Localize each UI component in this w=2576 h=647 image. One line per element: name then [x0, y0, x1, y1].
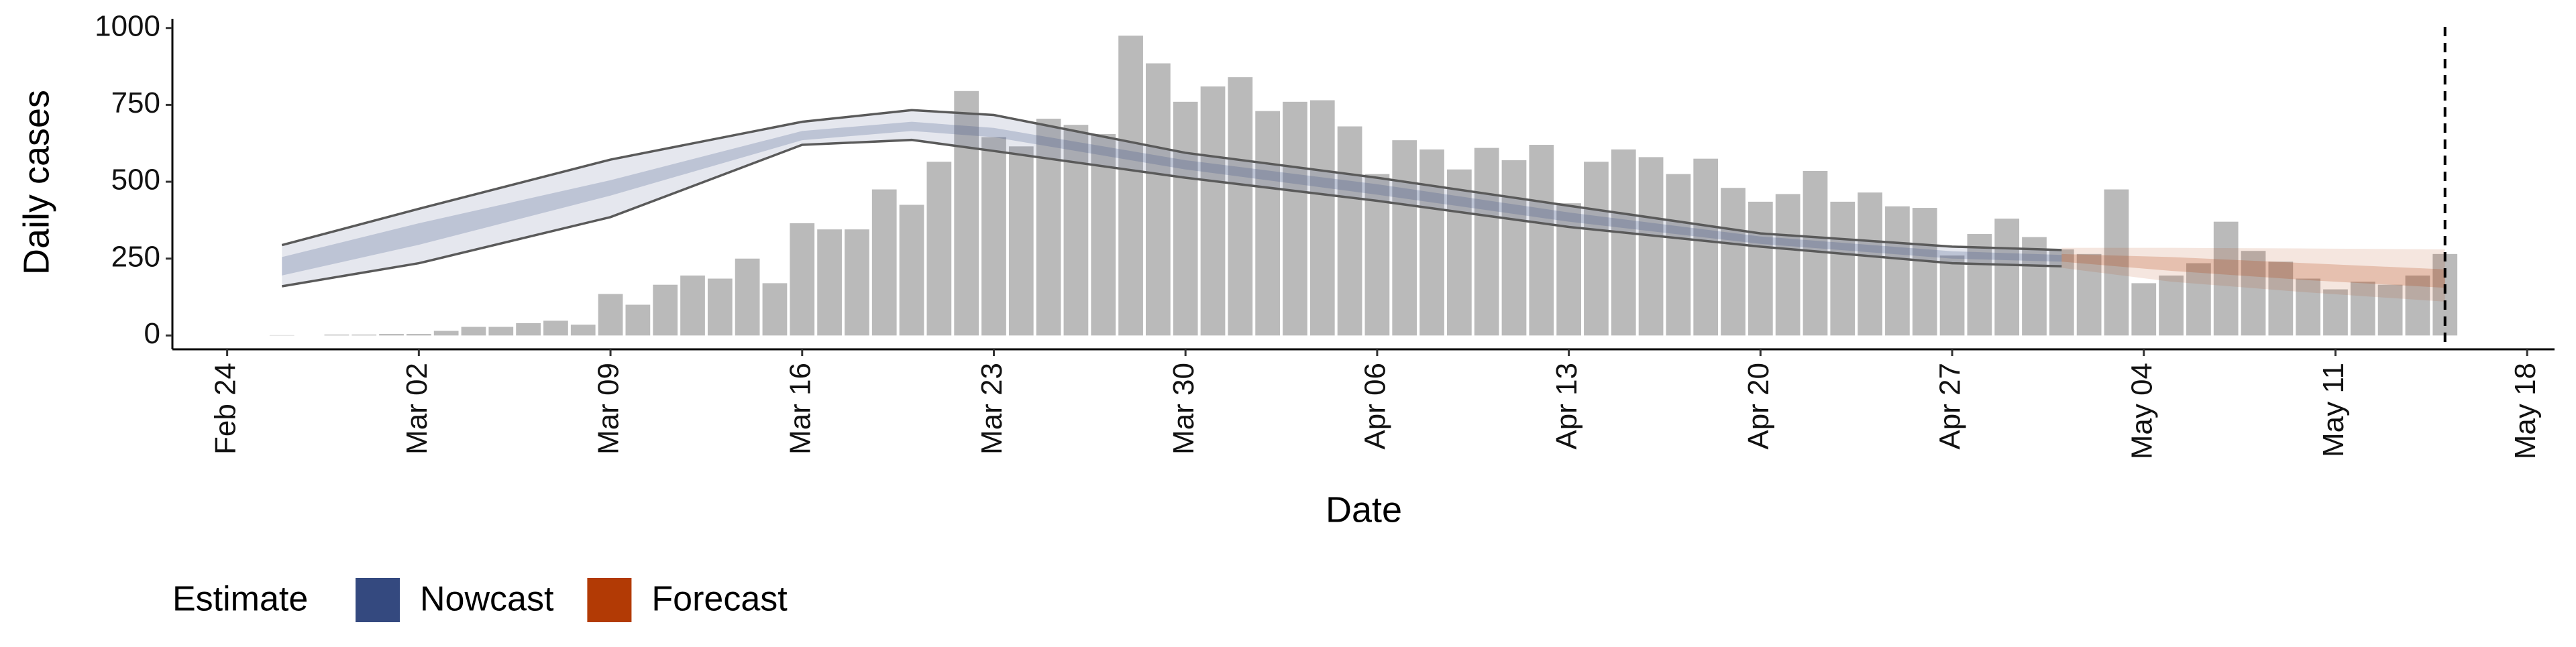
bar	[1419, 150, 1444, 335]
bar	[1584, 162, 1609, 335]
bar	[1858, 192, 1882, 335]
bar	[1748, 202, 1773, 335]
legend-label: Nowcast	[420, 580, 554, 619]
bar	[1228, 77, 1252, 335]
bar	[1693, 159, 1718, 336]
bar	[434, 331, 459, 335]
bar	[543, 320, 568, 335]
bar	[653, 285, 678, 336]
x-tick-label: Mar 23	[975, 363, 1008, 455]
bar	[1639, 157, 1664, 335]
x-tick-label: Mar 16	[784, 363, 816, 455]
bar	[1611, 150, 1636, 335]
bar	[1173, 102, 1198, 336]
bar	[2131, 283, 2156, 335]
bar	[1885, 207, 1910, 336]
bar	[1529, 145, 1554, 335]
bar	[708, 279, 733, 336]
bar	[1502, 160, 1527, 335]
bar	[845, 229, 869, 335]
bar	[680, 276, 705, 335]
bar	[1009, 146, 1034, 335]
bar	[1994, 219, 2019, 335]
bar	[516, 323, 541, 335]
bar	[926, 162, 951, 335]
legend-swatch	[356, 578, 400, 622]
bar	[1913, 208, 1937, 335]
x-tick-label: Apr 20	[1742, 363, 1775, 450]
legend-swatch	[587, 578, 631, 622]
bar	[2159, 276, 2184, 335]
bar	[626, 305, 651, 336]
x-tick-label: Mar 09	[592, 363, 625, 455]
x-tick-label: Apr 06	[1359, 363, 1392, 450]
y-tick-label: 250	[111, 240, 160, 273]
x-tick-label: May 11	[2317, 363, 2350, 457]
x-tick-label: Apr 13	[1550, 363, 1583, 450]
bar	[1392, 140, 1417, 335]
bar	[735, 259, 760, 336]
y-tick-label: 750	[111, 86, 160, 119]
y-axis-title: Daily cases	[16, 90, 56, 275]
bar	[1940, 255, 1965, 335]
bar	[1474, 148, 1499, 336]
y-tick-label: 0	[144, 317, 160, 350]
bar	[462, 327, 486, 336]
bar	[1338, 127, 1362, 336]
x-tick-label: May 18	[2509, 363, 2542, 459]
bar	[817, 229, 842, 335]
x-tick-label: Apr 27	[1934, 363, 1967, 450]
bar	[598, 294, 623, 335]
bar	[763, 283, 788, 335]
bar	[872, 190, 897, 336]
bar	[1283, 102, 1307, 336]
bar	[900, 204, 924, 335]
y-tick-label: 500	[111, 164, 160, 196]
bar	[1776, 194, 1801, 335]
x-axis-title: Date	[1326, 489, 1402, 530]
bar	[488, 327, 513, 336]
bar	[1310, 101, 1335, 336]
legend-title: Estimate	[172, 580, 308, 619]
bar	[379, 334, 404, 335]
x-tick-label: Mar 02	[400, 363, 433, 455]
bar	[981, 137, 1006, 336]
y-tick-label: 1000	[95, 9, 160, 42]
bar	[1830, 202, 1855, 335]
x-tick-label: Feb 24	[209, 363, 241, 455]
bar	[1118, 36, 1143, 335]
x-tick-label: May 04	[2125, 363, 2158, 459]
bar	[407, 334, 431, 335]
legend-label: Forecast	[651, 580, 788, 619]
bar	[1255, 111, 1280, 336]
bar	[1146, 63, 1171, 335]
bar	[1666, 174, 1691, 336]
x-tick-label: Mar 30	[1167, 363, 1200, 455]
bar	[1721, 188, 1746, 335]
bar	[571, 325, 596, 335]
bar	[1201, 86, 1226, 335]
bar	[2323, 290, 2348, 336]
bar	[790, 223, 814, 335]
